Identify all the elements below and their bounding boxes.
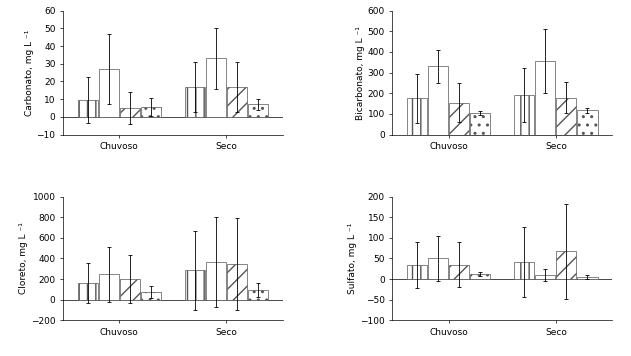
Bar (428, 67, 448, 135)
Bar (98, 69, 119, 117)
Bar (407, 99, 427, 135)
Bar (470, 113, 490, 135)
Y-axis label: Carbonato, mg L ⁻¹: Carbonato, mg L ⁻¹ (25, 30, 33, 116)
Bar (514, 262, 534, 279)
Bar (248, 290, 268, 300)
Bar (120, 108, 140, 117)
Bar (428, 258, 448, 279)
Bar (206, 262, 226, 300)
Bar (407, 265, 427, 279)
Bar (78, 283, 98, 300)
Bar (141, 107, 161, 117)
Bar (577, 110, 598, 135)
Y-axis label: Bicarbonato, mg L ⁻¹: Bicarbonato, mg L ⁻¹ (356, 26, 365, 120)
Bar (449, 265, 469, 279)
Bar (577, 277, 598, 279)
Bar (557, 98, 577, 135)
Bar (206, 58, 226, 117)
Bar (120, 279, 140, 300)
Bar (557, 251, 577, 279)
Bar (449, 103, 469, 135)
Bar (227, 87, 247, 117)
Bar (78, 100, 98, 117)
Bar (185, 270, 205, 300)
Bar (248, 104, 268, 117)
Bar (227, 264, 247, 300)
Bar (470, 274, 490, 279)
Bar (535, 275, 555, 279)
Y-axis label: Cloreto, mg L ⁻¹: Cloreto, mg L ⁻¹ (19, 222, 28, 294)
Bar (514, 95, 534, 135)
Bar (141, 292, 161, 300)
Bar (535, 61, 555, 135)
Bar (98, 274, 119, 300)
Y-axis label: Sulfato, mg L ⁻¹: Sulfato, mg L ⁻¹ (348, 223, 357, 294)
Bar (185, 87, 205, 117)
